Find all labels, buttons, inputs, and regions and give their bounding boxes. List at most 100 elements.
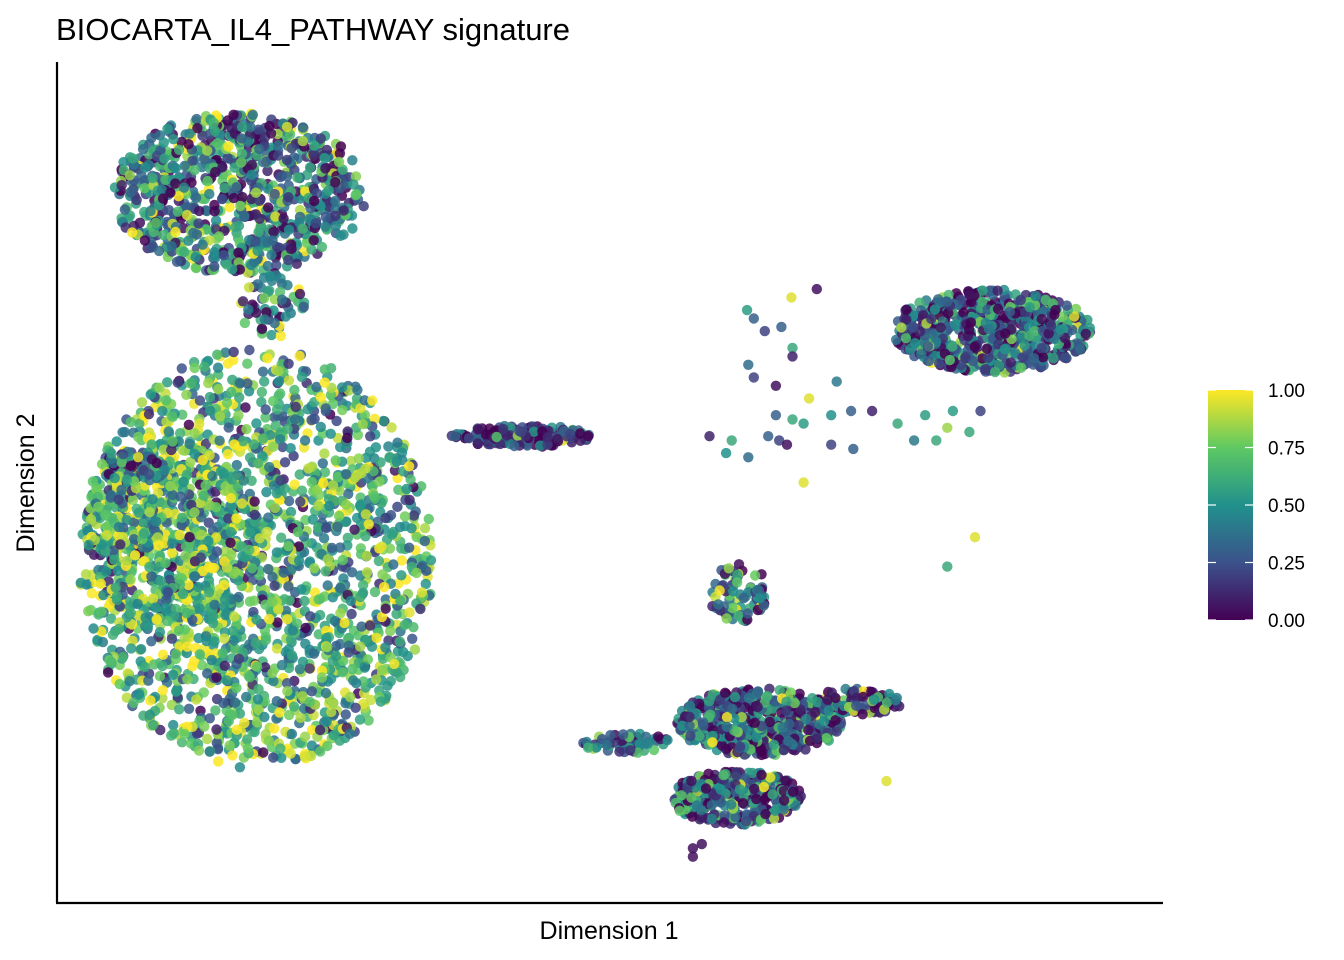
data-point: [276, 659, 288, 671]
data-point: [1045, 320, 1057, 331]
data-point: [218, 697, 229, 709]
data-point: [181, 201, 192, 213]
data-point: [289, 479, 300, 490]
data-point: [251, 418, 262, 429]
data-point: [132, 598, 143, 610]
data-point: [909, 338, 921, 349]
data-point: [221, 397, 233, 408]
data-point: [552, 433, 563, 445]
data-point: [1024, 302, 1035, 313]
data-point: [982, 304, 993, 315]
data-point: [743, 692, 755, 704]
data-point: [119, 426, 130, 438]
data-point: [731, 577, 743, 588]
data-point: [111, 436, 122, 447]
data-point: [979, 364, 990, 375]
data-point: [204, 713, 215, 724]
data-point: [170, 178, 181, 189]
data-point: [275, 388, 286, 399]
data-point: [472, 438, 483, 449]
data-point: [270, 420, 281, 431]
data-point: [1050, 304, 1061, 316]
data-point: [325, 428, 336, 439]
data-point: [212, 349, 223, 360]
data-point: [88, 623, 99, 634]
data-point: [320, 522, 332, 534]
data-point: [348, 179, 359, 190]
data-point: [330, 176, 341, 188]
data-point: [203, 535, 214, 547]
data-point: [126, 643, 137, 654]
chart-title: BIOCARTA_IL4_PATHWAY signature: [56, 12, 570, 47]
data-point: [121, 474, 132, 485]
data-point: [210, 705, 221, 716]
data-point: [243, 304, 254, 315]
data-point: [143, 675, 154, 686]
data-point: [231, 182, 242, 193]
data-point: [227, 625, 239, 637]
data-point: [582, 430, 594, 442]
data-point: [811, 733, 823, 744]
data-point: [300, 622, 311, 634]
data-point: [399, 511, 411, 522]
data-point: [516, 426, 527, 438]
data-point: [183, 703, 195, 714]
data-point: [179, 246, 190, 258]
data-point: [270, 211, 281, 222]
data-point: [75, 577, 87, 588]
data-point: [319, 152, 330, 164]
data-point: [136, 170, 147, 181]
data-point: [125, 574, 136, 585]
data-point: [929, 304, 941, 315]
data-point: [214, 435, 225, 446]
data-point: [404, 542, 415, 553]
data-point: [286, 650, 298, 661]
data-point: [299, 435, 311, 446]
data-point: [197, 455, 208, 466]
data-point: [335, 608, 346, 619]
data-point: [280, 605, 292, 616]
data-point: [222, 115, 233, 126]
data-point: [253, 226, 264, 238]
data-point: [207, 470, 218, 482]
data-point: [382, 680, 393, 691]
data-point: [177, 512, 188, 523]
data-point: [192, 123, 203, 134]
data-point: [179, 160, 190, 171]
data-point: [265, 271, 276, 282]
data-point: [106, 448, 117, 459]
data-point: [324, 500, 335, 512]
data-point: [231, 459, 242, 471]
data-point: [313, 594, 324, 605]
data-point: [498, 423, 509, 435]
data-point: [166, 444, 177, 456]
data-point: [220, 481, 231, 492]
data-point: [319, 448, 330, 459]
data-point: [793, 720, 804, 731]
data-point: [166, 730, 177, 741]
data-point: [204, 405, 216, 416]
data-point: [364, 620, 376, 631]
data-point: [256, 323, 268, 334]
data-point: [369, 586, 381, 598]
data-point: [183, 139, 194, 150]
data-point: [933, 294, 944, 305]
data-point: [194, 649, 205, 660]
data-point: [208, 562, 219, 574]
data-point: [354, 714, 366, 725]
data-point: [300, 638, 311, 649]
data-point: [416, 481, 427, 492]
data-point: [134, 217, 146, 228]
data-point: [246, 563, 258, 574]
data-point: [237, 191, 248, 203]
data-point: [236, 121, 248, 133]
data-point: [209, 206, 220, 217]
data-point: [288, 701, 300, 712]
data-point: [189, 164, 200, 176]
data-point: [267, 667, 278, 679]
data-point: [727, 602, 738, 614]
data-point: [403, 461, 415, 472]
data-point: [450, 431, 461, 442]
data-point: [329, 615, 341, 627]
data-point: [714, 585, 725, 596]
